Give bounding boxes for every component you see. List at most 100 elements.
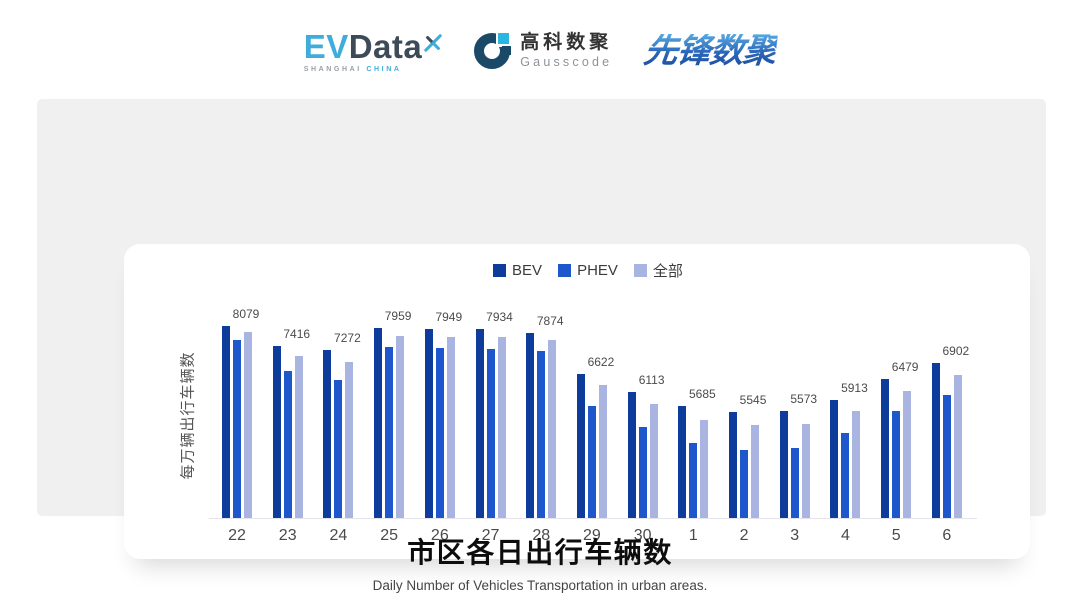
bar-phev bbox=[435, 348, 444, 518]
x-tick-label: 22 bbox=[228, 527, 246, 544]
bar-bev bbox=[779, 411, 788, 518]
bar-all bbox=[345, 362, 354, 518]
logo-gausscode-text: 高科数聚 Gausscode bbox=[520, 32, 613, 69]
bar-plot: 8079 22 7416 23 7272 24 7959 25 7949 26 7934 27 7874… bbox=[222, 307, 969, 544]
chart-legend: BEV PHEV 全部 bbox=[135, 260, 1041, 281]
bar-bev bbox=[374, 328, 383, 518]
bar-all bbox=[852, 411, 861, 518]
bar-phev bbox=[486, 349, 495, 518]
bar-group-28: 7874 28 bbox=[526, 313, 564, 544]
bar-group-22: 8079 22 bbox=[222, 307, 259, 544]
bar-group-25: 7959 25 bbox=[374, 309, 411, 544]
x-tick-label: 26 bbox=[430, 527, 449, 544]
bar-group-27: 7934 27 bbox=[475, 310, 513, 544]
chart-panel: BEV PHEV 全部 每万辆出行车辆数 8079 22 7416 23 7272 24 795… bbox=[37, 99, 1046, 559]
legend-item-phev[interactable]: PHEV bbox=[558, 262, 618, 279]
bar-value-label: 5685 bbox=[688, 387, 716, 401]
logo-evdata-subtext: SHANGHAI CHINA bbox=[304, 66, 443, 73]
x-tick-label: 3 bbox=[790, 527, 800, 544]
x-tick-label: 5 bbox=[891, 527, 901, 544]
bar-phev bbox=[587, 406, 596, 518]
bar-bev bbox=[627, 392, 636, 518]
bar-value-label: 7959 bbox=[384, 309, 412, 323]
x-tick-label: 23 bbox=[278, 527, 297, 544]
bar-bev bbox=[526, 333, 535, 518]
x-tick-label: 4 bbox=[840, 527, 850, 544]
bar-all bbox=[953, 375, 962, 518]
bar-value-label: 8079 bbox=[232, 307, 260, 321]
bar-value-label: 6622 bbox=[587, 355, 615, 369]
bar-phev bbox=[740, 450, 749, 518]
gausscode-mark-icon bbox=[474, 30, 515, 69]
bar-bev bbox=[678, 406, 687, 518]
bar-bev bbox=[830, 400, 839, 518]
logo-evdata-data: Data bbox=[348, 27, 423, 65]
bar-value-label: 5913 bbox=[841, 381, 868, 395]
bar-value-label: 7416 bbox=[283, 327, 311, 341]
x-tick-label: 1 bbox=[688, 527, 698, 544]
evdata-x-icon bbox=[424, 24, 442, 57]
logo-evdata-ev: EV bbox=[303, 27, 349, 65]
bar-value-label: 6479 bbox=[891, 360, 919, 374]
y-axis-label-wrap: 每万辆出行车辆数 bbox=[172, 313, 202, 518]
bar-all bbox=[446, 337, 455, 518]
bar-value-label: 5545 bbox=[739, 393, 767, 407]
bar-group-30: 6113 30 bbox=[627, 313, 665, 544]
logo-evdata: EV Data SHANGHAI CHINA bbox=[304, 30, 443, 73]
bar-group-23: 7416 23 bbox=[272, 313, 310, 544]
bar-value-label: 7874 bbox=[536, 314, 564, 328]
bar-phev bbox=[233, 340, 241, 518]
x-tick-label: 30 bbox=[633, 527, 652, 544]
bar-phev bbox=[942, 395, 951, 518]
x-tick-label: 27 bbox=[481, 527, 500, 544]
bar-group-4: 5913 4 bbox=[830, 313, 868, 544]
chart-title-block: 市区各日出行车辆数 Daily Number of Vehicles Trans… bbox=[0, 531, 1080, 593]
logo-evdata-china: CHINA bbox=[366, 65, 402, 73]
bar-value-label: 7949 bbox=[435, 310, 463, 324]
bar-all bbox=[903, 391, 912, 518]
bar-bev bbox=[881, 379, 890, 518]
bar-all bbox=[649, 404, 658, 518]
x-tick-label: 29 bbox=[583, 527, 601, 544]
logo-gausscode: 高科数聚 Gausscode bbox=[474, 30, 613, 69]
bar-group-5: 6479 5 bbox=[881, 313, 918, 544]
bar-phev bbox=[638, 427, 647, 518]
bar-all bbox=[801, 424, 810, 518]
bar-group-3: 5573 3 bbox=[779, 313, 817, 544]
bar-all bbox=[548, 340, 557, 518]
chart-subtitle: Daily Number of Vehicles Transportation … bbox=[372, 578, 708, 593]
x-tick-label: 24 bbox=[329, 527, 348, 544]
bar-bev bbox=[729, 412, 738, 518]
bar-all bbox=[598, 385, 607, 518]
bar-bev bbox=[272, 346, 281, 518]
bar-value-label: 7934 bbox=[486, 310, 513, 324]
logo-pioneer: 先锋数聚 bbox=[641, 32, 779, 70]
bar-phev bbox=[790, 448, 799, 518]
bar-bev bbox=[475, 329, 484, 518]
x-tick-label: 6 bbox=[942, 527, 952, 544]
bar-all bbox=[294, 356, 303, 518]
legend-swatch-phev bbox=[558, 264, 572, 277]
bar-group-1: 5685 1 bbox=[678, 313, 716, 544]
header-logos: EV Data SHANGHAI CHINA bbox=[0, 20, 1080, 82]
bar-group-29: 6622 29 bbox=[576, 313, 614, 544]
bar-value-label: 5573 bbox=[790, 392, 818, 406]
legend-item-all[interactable]: 全部 bbox=[633, 260, 683, 281]
bar-bev bbox=[576, 374, 585, 518]
bar-all bbox=[751, 425, 760, 518]
x-tick-label: 2 bbox=[739, 527, 749, 544]
bar-phev bbox=[283, 371, 292, 518]
bar-group-2: 5545 2 bbox=[729, 313, 766, 544]
legend-item-bev[interactable]: BEV bbox=[493, 262, 542, 279]
bar-phev bbox=[892, 411, 901, 518]
bar-phev bbox=[537, 351, 546, 518]
chart-title: 市区各日出行车辆数 bbox=[407, 537, 673, 568]
bar-all bbox=[700, 420, 709, 518]
bar-phev bbox=[385, 347, 394, 518]
logo-gausscode-en: Gausscode bbox=[520, 54, 613, 69]
logo-gausscode-cn: 高科数聚 bbox=[520, 32, 613, 54]
bar-bev bbox=[323, 350, 332, 518]
bar-bev bbox=[931, 363, 940, 518]
chart-card: BEV PHEV 全部 每万辆出行车辆数 8079 22 7416 23 7272 24 795… bbox=[124, 244, 1030, 559]
